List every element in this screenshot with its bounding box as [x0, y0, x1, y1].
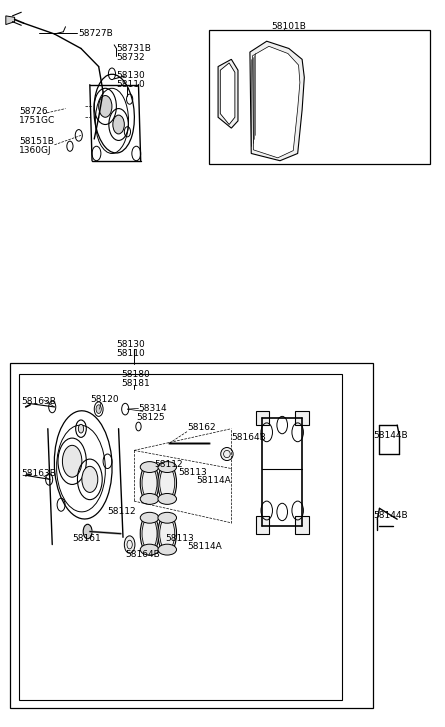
Circle shape	[78, 425, 84, 433]
Text: 1751GC: 1751GC	[19, 116, 55, 124]
Text: 58151B: 58151B	[19, 137, 54, 146]
Text: 58163B: 58163B	[21, 469, 56, 478]
Text: 58112: 58112	[108, 507, 136, 516]
Text: 58161: 58161	[72, 534, 101, 543]
Text: 58113: 58113	[165, 534, 194, 543]
Circle shape	[99, 95, 112, 117]
Text: 58125: 58125	[136, 414, 165, 422]
Ellipse shape	[140, 545, 159, 555]
Text: 58144B: 58144B	[373, 431, 408, 441]
Text: 58181: 58181	[121, 379, 150, 387]
Text: 58110: 58110	[116, 349, 145, 358]
Text: 1360GJ: 1360GJ	[19, 146, 52, 155]
Bar	[10, 364, 373, 707]
Text: 58120: 58120	[90, 395, 118, 404]
Polygon shape	[253, 47, 300, 158]
Ellipse shape	[140, 462, 159, 473]
Polygon shape	[295, 411, 309, 425]
Text: 58162: 58162	[187, 422, 216, 432]
Text: 58727B: 58727B	[79, 29, 113, 38]
Text: 58114A: 58114A	[196, 476, 231, 486]
Text: 58314: 58314	[138, 404, 167, 413]
Text: 58144B: 58144B	[373, 511, 408, 520]
Text: 58163B: 58163B	[21, 397, 56, 406]
Ellipse shape	[140, 513, 159, 523]
Ellipse shape	[140, 514, 159, 553]
Circle shape	[62, 446, 82, 477]
Text: 58112: 58112	[154, 460, 182, 470]
Polygon shape	[250, 41, 304, 161]
Ellipse shape	[140, 463, 159, 503]
Circle shape	[113, 115, 124, 134]
Polygon shape	[256, 411, 269, 425]
Circle shape	[124, 536, 135, 553]
Polygon shape	[295, 515, 309, 534]
Text: 58164B: 58164B	[125, 550, 160, 559]
Text: 58180: 58180	[121, 370, 150, 379]
Polygon shape	[218, 60, 238, 128]
Circle shape	[96, 405, 101, 414]
Polygon shape	[256, 515, 269, 534]
Bar	[209, 31, 430, 164]
Ellipse shape	[158, 494, 177, 505]
Text: 58110: 58110	[116, 80, 145, 89]
Polygon shape	[220, 63, 235, 124]
Polygon shape	[6, 16, 15, 25]
Ellipse shape	[158, 545, 177, 555]
Text: 58113: 58113	[178, 467, 207, 477]
Ellipse shape	[158, 513, 177, 523]
Text: 58732: 58732	[116, 52, 145, 62]
Text: 58164B: 58164B	[231, 433, 266, 442]
Text: 58101B: 58101B	[271, 22, 306, 31]
Circle shape	[83, 524, 92, 539]
Bar	[19, 374, 342, 700]
Text: 58114A: 58114A	[187, 542, 222, 550]
Ellipse shape	[221, 448, 233, 460]
Text: 58130: 58130	[116, 71, 145, 81]
Circle shape	[82, 466, 98, 492]
Ellipse shape	[158, 463, 177, 503]
Ellipse shape	[158, 514, 177, 553]
Ellipse shape	[158, 462, 177, 473]
Text: 58726: 58726	[19, 107, 48, 116]
Ellipse shape	[140, 494, 159, 505]
Text: 58130: 58130	[116, 340, 145, 349]
Text: 58731B: 58731B	[116, 44, 151, 53]
